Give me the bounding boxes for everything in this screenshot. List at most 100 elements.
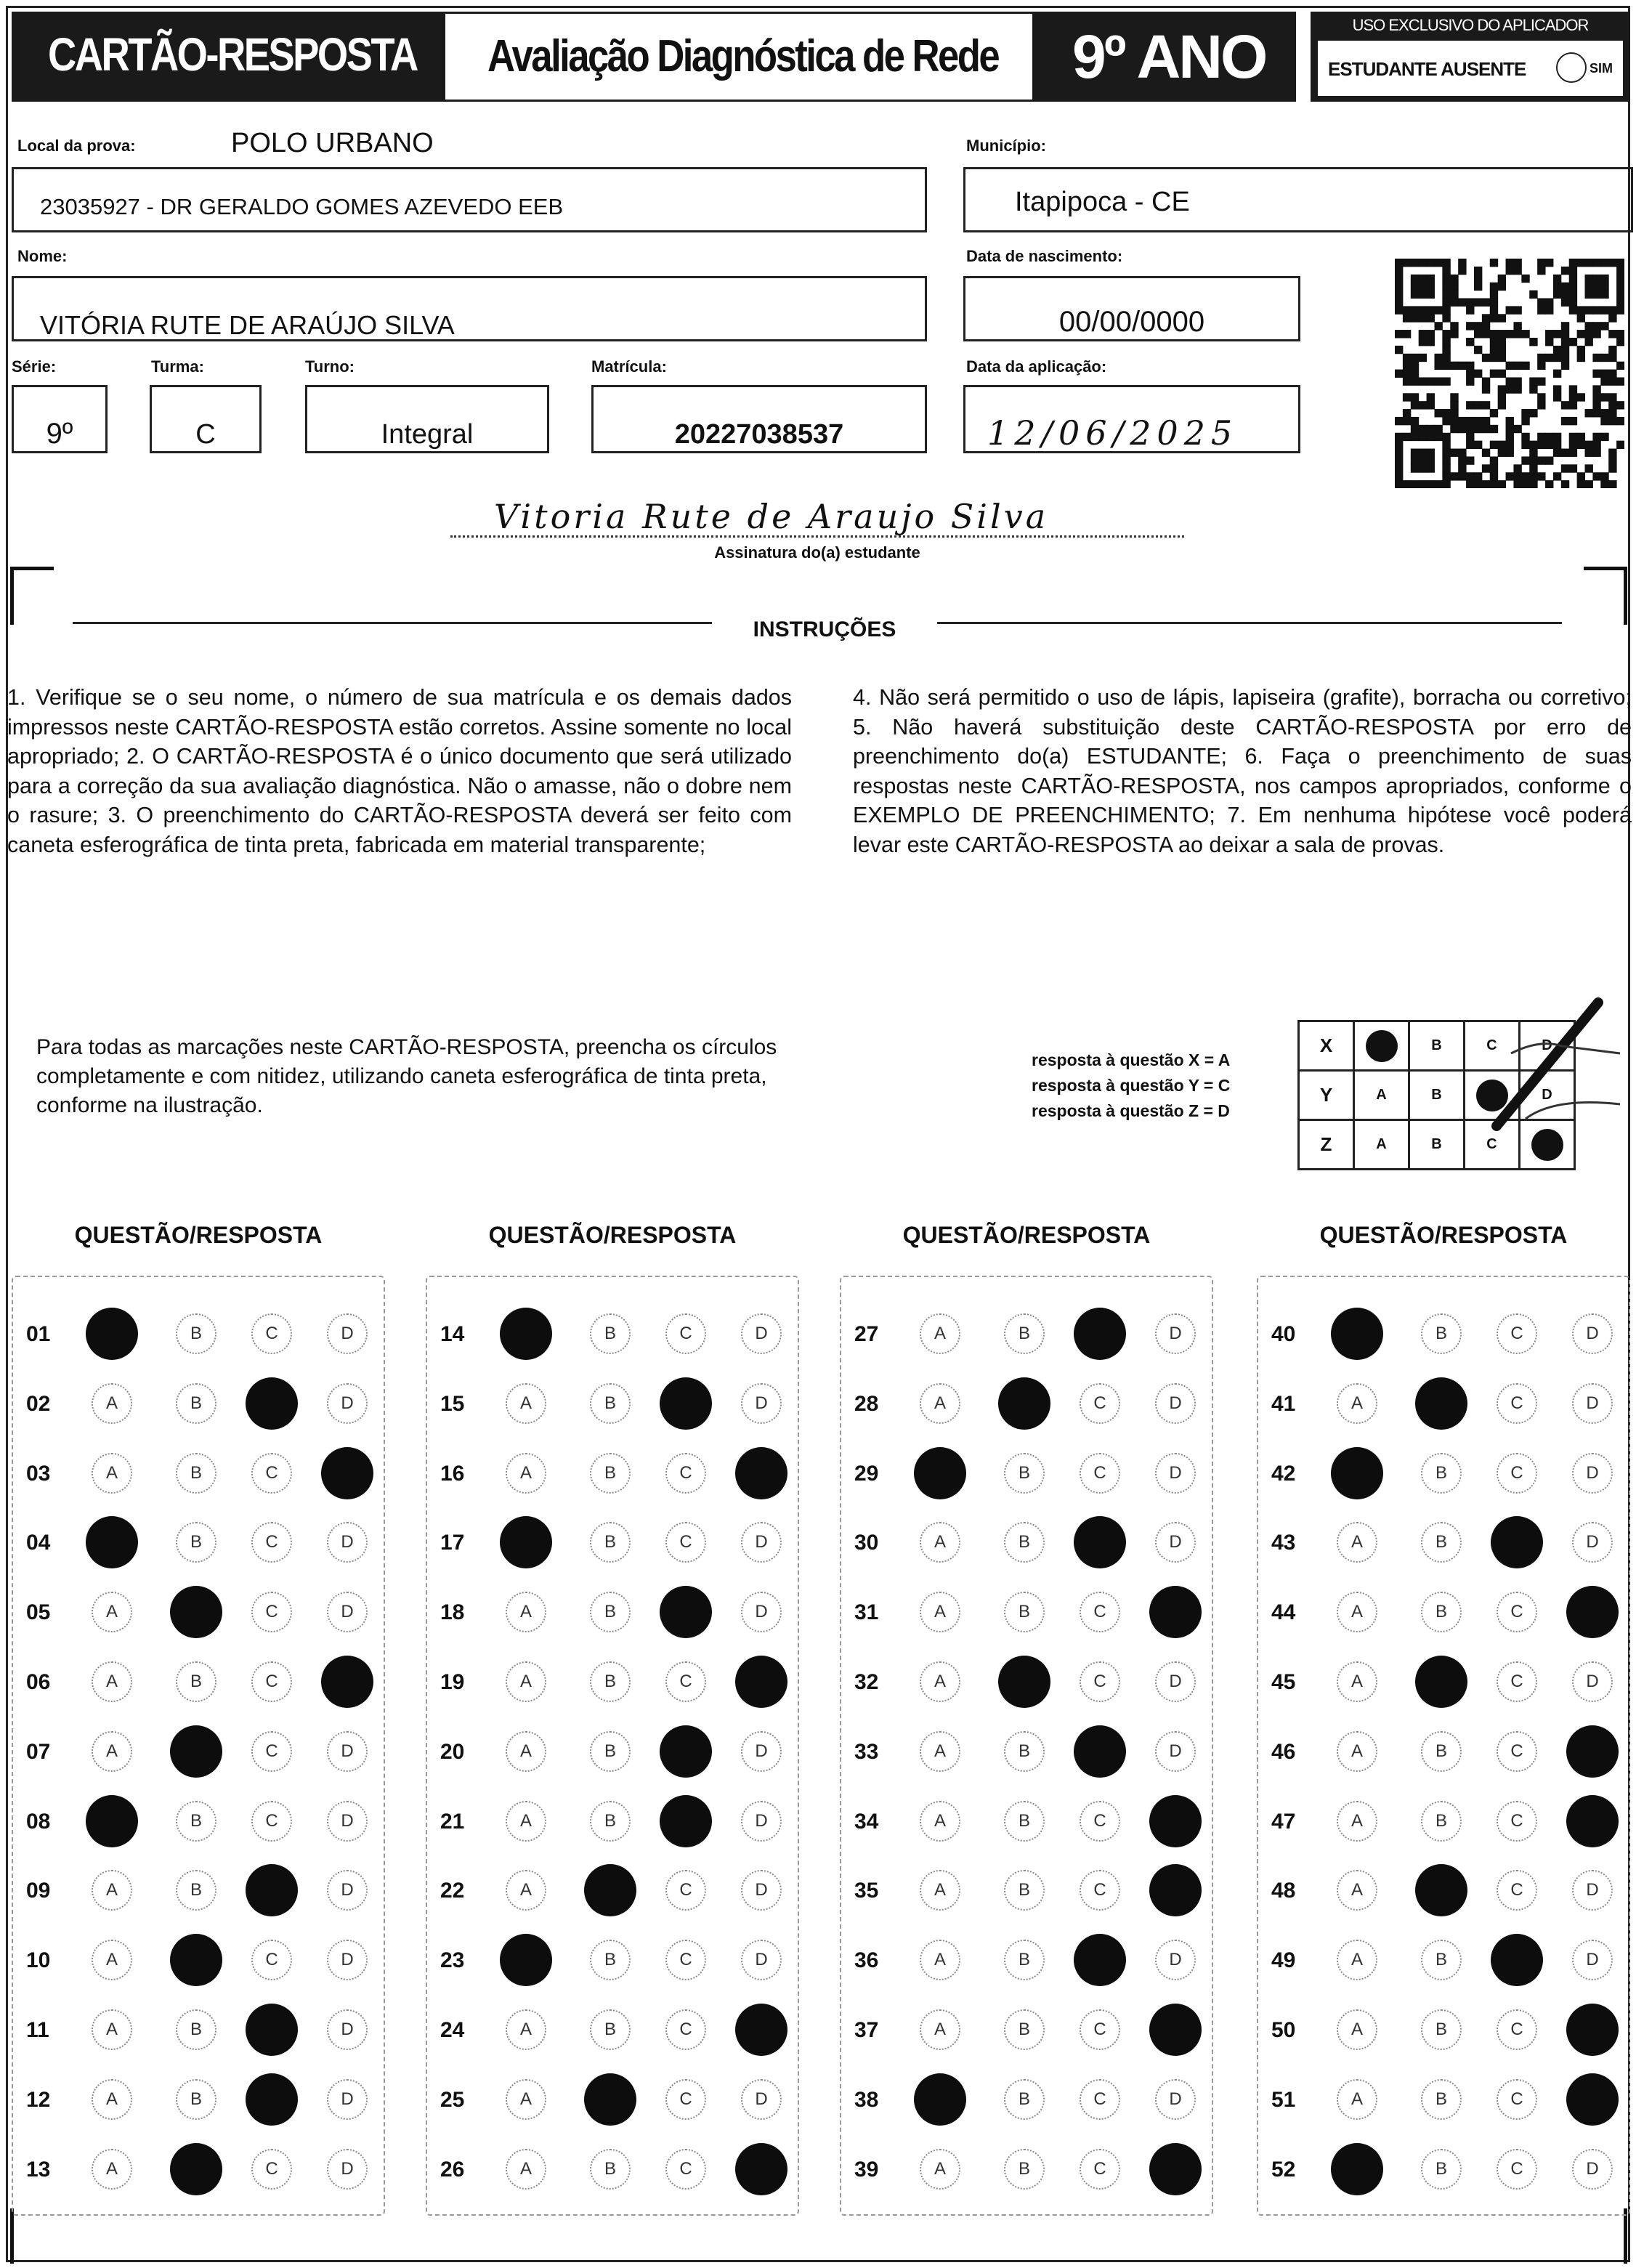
answer-bubble[interactable]: A: [1337, 2078, 1377, 2120]
answer-bubble[interactable]: A: [92, 2009, 132, 2050]
answer-bubble-filled[interactable]: [500, 1516, 552, 1569]
answer-bubble[interactable]: B: [590, 1382, 631, 1424]
answer-bubble[interactable]: A: [92, 1940, 132, 1981]
answer-bubble[interactable]: B: [176, 1661, 216, 1702]
answer-bubble[interactable]: D: [1572, 1522, 1613, 1563]
answer-bubble[interactable]: A: [506, 2148, 546, 2190]
answer-bubble[interactable]: B: [590, 1592, 631, 1633]
answer-bubble[interactable]: D: [327, 2078, 368, 2120]
answer-bubble[interactable]: B: [1004, 1452, 1045, 1494]
answer-bubble[interactable]: C: [665, 1452, 706, 1494]
answer-bubble[interactable]: D: [327, 2009, 368, 2050]
answer-bubble[interactable]: A: [92, 1382, 132, 1424]
answer-bubble[interactable]: A: [920, 2009, 960, 2050]
answer-bubble[interactable]: D: [741, 1940, 782, 1981]
answer-bubble[interactable]: C: [1080, 1452, 1120, 1494]
answer-bubble[interactable]: B: [1004, 1800, 1045, 1842]
answer-bubble[interactable]: B: [590, 1940, 631, 1981]
answer-bubble[interactable]: D: [327, 1870, 368, 1911]
answer-bubble[interactable]: B: [1421, 1940, 1462, 1981]
answer-bubble[interactable]: A: [92, 1730, 132, 1772]
answer-bubble[interactable]: D: [1155, 1661, 1196, 1702]
answer-bubble[interactable]: B: [1421, 1313, 1462, 1354]
answer-bubble[interactable]: A: [1337, 2009, 1377, 2050]
answer-bubble[interactable]: B: [176, 2009, 216, 2050]
answer-bubble[interactable]: A: [920, 1382, 960, 1424]
answer-bubble[interactable]: A: [92, 1452, 132, 1494]
answer-bubble-filled[interactable]: [735, 2004, 787, 2056]
answer-bubble[interactable]: D: [741, 2078, 782, 2120]
answer-bubble-filled[interactable]: [660, 1586, 712, 1639]
answer-bubble[interactable]: A: [506, 1870, 546, 1911]
answer-bubble[interactable]: A: [506, 2009, 546, 2050]
answer-bubble-filled[interactable]: [500, 1308, 552, 1360]
answer-bubble[interactable]: C: [251, 1940, 292, 1981]
answer-bubble[interactable]: C: [251, 1452, 292, 1494]
answer-bubble-filled[interactable]: [246, 1377, 298, 1430]
answer-bubble[interactable]: B: [1421, 2148, 1462, 2190]
answer-bubble[interactable]: C: [665, 2009, 706, 2050]
answer-bubble[interactable]: D: [1155, 1522, 1196, 1563]
answer-bubble[interactable]: B: [1004, 2148, 1045, 2190]
answer-bubble-filled[interactable]: [1074, 1934, 1126, 1987]
answer-bubble[interactable]: D: [1155, 1452, 1196, 1494]
answer-bubble[interactable]: B: [1004, 2009, 1045, 2050]
answer-bubble-filled[interactable]: [1566, 1794, 1619, 1847]
answer-bubble-filled[interactable]: [246, 2004, 298, 2056]
answer-bubble-filled[interactable]: [735, 1446, 787, 1499]
answer-bubble-filled[interactable]: [1415, 1864, 1467, 1917]
answer-bubble-filled[interactable]: [914, 1446, 966, 1499]
answer-bubble[interactable]: A: [506, 1592, 546, 1633]
answer-bubble[interactable]: C: [251, 1313, 292, 1354]
answer-bubble[interactable]: C: [1497, 1452, 1537, 1494]
answer-bubble[interactable]: B: [176, 2078, 216, 2120]
answer-bubble-filled[interactable]: [1074, 1516, 1126, 1569]
answer-bubble-filled[interactable]: [1074, 1308, 1126, 1360]
answer-bubble[interactable]: B: [176, 1313, 216, 1354]
answer-bubble[interactable]: B: [1421, 1730, 1462, 1772]
answer-bubble[interactable]: D: [1155, 1730, 1196, 1772]
answer-bubble[interactable]: D: [327, 1313, 368, 1354]
answer-bubble[interactable]: D: [1572, 1313, 1613, 1354]
answer-bubble[interactable]: A: [920, 1522, 960, 1563]
answer-bubble[interactable]: B: [1421, 1592, 1462, 1633]
answer-bubble-filled[interactable]: [1149, 1586, 1202, 1639]
answer-bubble[interactable]: D: [741, 1313, 782, 1354]
answer-bubble-filled[interactable]: [735, 1656, 787, 1708]
answer-bubble[interactable]: D: [1572, 2148, 1613, 2190]
answer-bubble-filled[interactable]: [660, 1794, 712, 1847]
answer-bubble[interactable]: A: [506, 2078, 546, 2120]
answer-bubble[interactable]: D: [1572, 1382, 1613, 1424]
answer-bubble[interactable]: B: [1421, 1800, 1462, 1842]
answer-bubble[interactable]: C: [665, 1940, 706, 1981]
answer-bubble-filled[interactable]: [1566, 2004, 1619, 2056]
answer-bubble[interactable]: C: [665, 1661, 706, 1702]
answer-bubble[interactable]: B: [1004, 1522, 1045, 1563]
answer-bubble-filled[interactable]: [1566, 1725, 1619, 1778]
answer-bubble[interactable]: C: [251, 1522, 292, 1563]
answer-bubble-filled[interactable]: [1491, 1516, 1543, 1569]
answer-bubble[interactable]: C: [1080, 2078, 1120, 2120]
answer-bubble-filled[interactable]: [1074, 1725, 1126, 1778]
answer-bubble-filled[interactable]: [584, 1864, 636, 1917]
answer-bubble[interactable]: D: [741, 1382, 782, 1424]
answer-bubble[interactable]: B: [1421, 1522, 1462, 1563]
answer-bubble[interactable]: D: [327, 2148, 368, 2190]
answer-bubble[interactable]: C: [665, 1870, 706, 1911]
answer-bubble-filled[interactable]: [1415, 1377, 1467, 1430]
answer-bubble[interactable]: C: [1497, 1382, 1537, 1424]
answer-bubble-filled[interactable]: [998, 1377, 1050, 1430]
answer-bubble[interactable]: A: [92, 1870, 132, 1911]
answer-bubble[interactable]: B: [176, 1452, 216, 1494]
answer-bubble[interactable]: A: [92, 2148, 132, 2190]
answer-bubble-filled[interactable]: [914, 2073, 966, 2126]
answer-bubble[interactable]: C: [1497, 2078, 1537, 2120]
answer-bubble[interactable]: A: [920, 1800, 960, 1842]
answer-bubble[interactable]: B: [176, 1800, 216, 1842]
answer-bubble[interactable]: A: [920, 1940, 960, 1981]
answer-bubble-filled[interactable]: [1491, 1934, 1543, 1987]
answer-bubble-filled[interactable]: [1415, 1656, 1467, 1708]
answer-bubble[interactable]: C: [1080, 1800, 1120, 1842]
answer-bubble[interactable]: B: [590, 2148, 631, 2190]
answer-bubble[interactable]: B: [1004, 1730, 1045, 1772]
